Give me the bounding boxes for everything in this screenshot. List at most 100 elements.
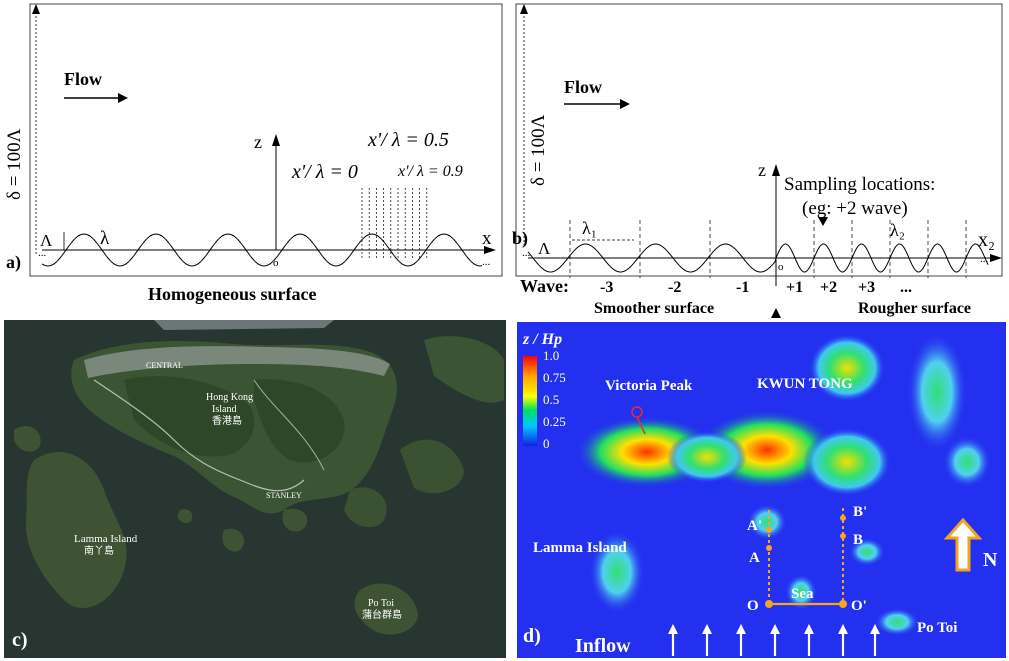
flow-arrowhead	[118, 93, 128, 103]
sampling-lines	[361, 188, 428, 258]
stanley-label: STANLEY	[266, 491, 302, 500]
delta-axis-arrow	[32, 4, 40, 14]
victoria-peak-label: Victoria Peak	[605, 378, 693, 394]
z-axis-arrow	[272, 134, 280, 146]
wave-number: +2	[820, 279, 837, 296]
homogeneous-caption: Homogeneous surface	[148, 284, 316, 304]
x2-label: x₂	[978, 229, 995, 251]
surface-wave-b	[527, 243, 989, 273]
smoother-caption: Smoother surface	[594, 300, 714, 317]
point-a-prime-label: A'	[747, 518, 762, 534]
delta-axis-b-arrow	[520, 4, 528, 14]
amp-label-b: Λ	[538, 239, 551, 258]
colorbar-tick: 0.25	[543, 414, 566, 429]
amp-label: Λ	[40, 231, 53, 250]
po-toi-label-d: Po Toi	[917, 620, 957, 636]
panel-d-height-map: z / Hp 1.0 0.75 0.5 0.25 0 Victoria Peak KWU…	[517, 322, 1006, 658]
wave-number: +1	[786, 279, 803, 296]
left-dots: ...	[38, 247, 47, 259]
inflow-arrowhead	[838, 624, 848, 634]
point-b-label: B	[853, 532, 863, 548]
panel-a: δ = 100Λ Flow z o x ... ... λ Λ x'/ λ = …	[4, 3, 503, 304]
lamma-label: Lamma Island	[74, 533, 138, 545]
rougher-caption: Rougher surface	[858, 300, 971, 317]
x-dots: ...	[482, 256, 491, 268]
colorbar-tick: 0.5	[543, 392, 559, 407]
inflow-arrowhead	[702, 624, 712, 634]
kwun-tong-label: KWUN TONG	[757, 376, 853, 392]
sampling-label-1: Sampling locations:	[784, 174, 935, 195]
xl-0-label: x'/ λ = 0	[291, 161, 358, 183]
x2-axis-arrow	[990, 254, 1002, 262]
flow-label-b: Flow	[564, 77, 602, 97]
inflow-arrowhead	[668, 624, 678, 634]
delta-label-b: δ = 100Λ	[528, 114, 549, 186]
inflow-arrows	[668, 624, 880, 656]
central-label: CENTRAL	[146, 361, 183, 370]
point-o-prime	[839, 600, 847, 608]
wave-number: -3	[600, 279, 613, 296]
point-o-label: O	[747, 598, 759, 614]
colorbar-ticks: 1.0 0.75 0.5 0.25 0	[543, 348, 566, 451]
x-label: x	[482, 228, 492, 249]
panel-c-satellite-map: CENTRAL Hong Kong Island 香港島 STANLEY Lam…	[4, 320, 506, 658]
point-a-label: A	[749, 550, 760, 566]
inflow-arrowhead	[770, 624, 780, 634]
point-o-prime-label: O'	[851, 598, 867, 614]
north-arrow	[943, 517, 983, 572]
z-label: z	[254, 132, 262, 152]
panel-b-tag: b)	[512, 228, 528, 249]
wave-label: Wave:	[520, 276, 569, 296]
wave-numbers: -3 -2 -1 +1 +2 +3...	[600, 279, 912, 296]
xl-05-label: x'/ λ = 0.5	[367, 129, 449, 151]
lambda-label: λ	[100, 228, 110, 249]
flow-arrowhead-b	[620, 99, 630, 109]
inflow-arrowhead	[804, 624, 814, 634]
colorbar-tick: 0.75	[543, 370, 566, 385]
surface-wave	[41, 233, 483, 267]
wave-number: -1	[736, 279, 749, 296]
flow-label: Flow	[64, 69, 102, 89]
hk-chinese-label: 香港島	[212, 414, 242, 427]
colorbar	[523, 356, 537, 446]
colorbar-tick: 0	[543, 436, 550, 451]
lamma-island-land	[25, 451, 127, 609]
colorbar-title: z / Hp	[522, 331, 562, 348]
panel-c-tag: c)	[12, 629, 28, 651]
hong-kong-label: Hong Kong	[206, 392, 253, 403]
xl-09-label: x'/ λ = 0.9	[397, 163, 463, 180]
inflow-arrowhead	[736, 624, 746, 634]
wave-number: ...	[900, 279, 912, 296]
potoi-chinese-label: 蒲台群島	[362, 608, 402, 621]
po-toi-land	[354, 583, 418, 635]
north-label: N	[983, 549, 998, 571]
panel-b: δ = 100Λ Flow z o x₂ ... ... λ₁ Λ λ₂ Sam…	[512, 3, 1003, 318]
inflow-arrowhead	[870, 624, 880, 634]
sampling-label-2: (eg: +2 wave)	[802, 198, 908, 219]
sea-label: Sea	[791, 586, 814, 602]
inflow-label: Inflow	[575, 635, 631, 657]
lamma-chinese-label: 南丫島	[84, 544, 114, 557]
wave-number: -2	[668, 279, 681, 296]
panel-d-tag: d)	[523, 625, 541, 647]
x2-dots: ...	[980, 253, 989, 265]
lamma-island-label-d: Lamma Island	[533, 540, 627, 556]
point-b-prime-label: B'	[853, 504, 867, 520]
sampling-up-marker	[771, 308, 781, 318]
z-label-b: z	[758, 160, 766, 180]
wave-dividers	[569, 220, 967, 278]
panel-b-frame	[515, 3, 1003, 277]
x-axis-arrow	[484, 246, 496, 254]
potoi-label: Po Toi	[368, 598, 394, 609]
island-label: Island	[212, 404, 236, 415]
z-axis-b-arrow	[772, 164, 780, 176]
left-dots-b: ...	[522, 247, 531, 259]
delta-label: δ = 100Λ	[4, 128, 25, 200]
lambda1-label: λ₁	[582, 218, 597, 238]
panel-a-tag: a)	[6, 252, 21, 273]
colorbar-tick: 1.0	[543, 348, 559, 363]
panel-a-frame	[29, 3, 503, 277]
point-o	[765, 600, 773, 608]
origin-label: o	[273, 257, 279, 269]
sampling-down-marker	[818, 217, 828, 226]
